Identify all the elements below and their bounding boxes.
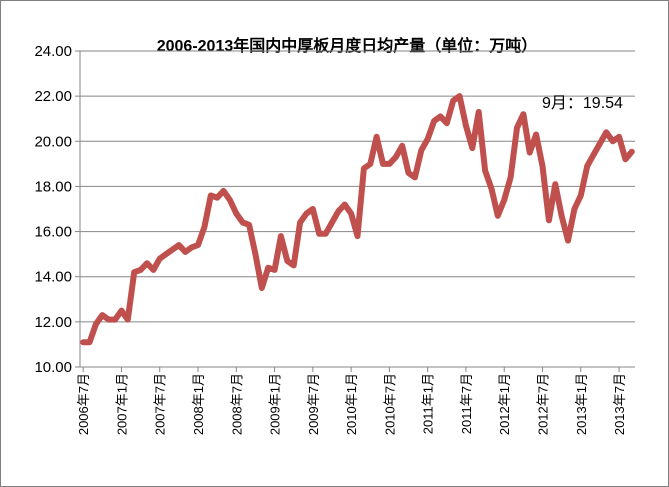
y-tick-label: 24.00 (34, 43, 72, 60)
x-tick-label: 2011年1月 (421, 373, 436, 434)
x-tick-label: 2013年7月 (612, 373, 627, 435)
gridlines (80, 50, 635, 323)
x-tick-label: 2011年7月 (459, 373, 474, 434)
x-tick-label: 2008年1月 (191, 373, 206, 435)
x-tick-label: 2013年1月 (574, 373, 589, 435)
x-tick-label: 2007年7月 (153, 373, 168, 435)
x-tick-label: 2008年7月 (229, 373, 244, 435)
y-tick-label: 10.00 (34, 359, 72, 376)
y-tick-label: 12.00 (34, 314, 72, 331)
y-tick-label: 18.00 (34, 178, 72, 195)
series-line (80, 93, 635, 346)
x-tick-label: 2009年1月 (268, 373, 283, 435)
x-tick-label: 2009年7月 (306, 373, 321, 435)
y-tick-label: 16.00 (34, 224, 72, 241)
x-tick-label: 2006年7月 (76, 373, 91, 435)
last-value-annotation: 9月：19.54 (542, 95, 623, 112)
y-tick-label: 20.00 (34, 133, 72, 150)
x-axis: 2006年7月 2007年1月 2007年7月 2008年1月 2008年7月 2009年… (76, 366, 635, 435)
series-group (80, 93, 635, 346)
x-tick-label: 2012年7月 (536, 373, 551, 435)
x-tick-label: 2010年7月 (382, 373, 397, 435)
y-tick-label: 22.00 (34, 88, 72, 105)
y-tick-label: 14.00 (34, 269, 72, 286)
x-tick-label: 2010年1月 (344, 373, 359, 435)
x-tick-label: 2007年1月 (114, 373, 129, 435)
y-axis: 10.00 12.00 14.00 16.00 18.00 20.00 22.00 24.00 (34, 43, 81, 376)
chart-title: 2006-2013年国内中厚板月度日均产量（单位：万吨） (157, 36, 538, 55)
x-tick-label: 2012年1月 (497, 373, 512, 435)
